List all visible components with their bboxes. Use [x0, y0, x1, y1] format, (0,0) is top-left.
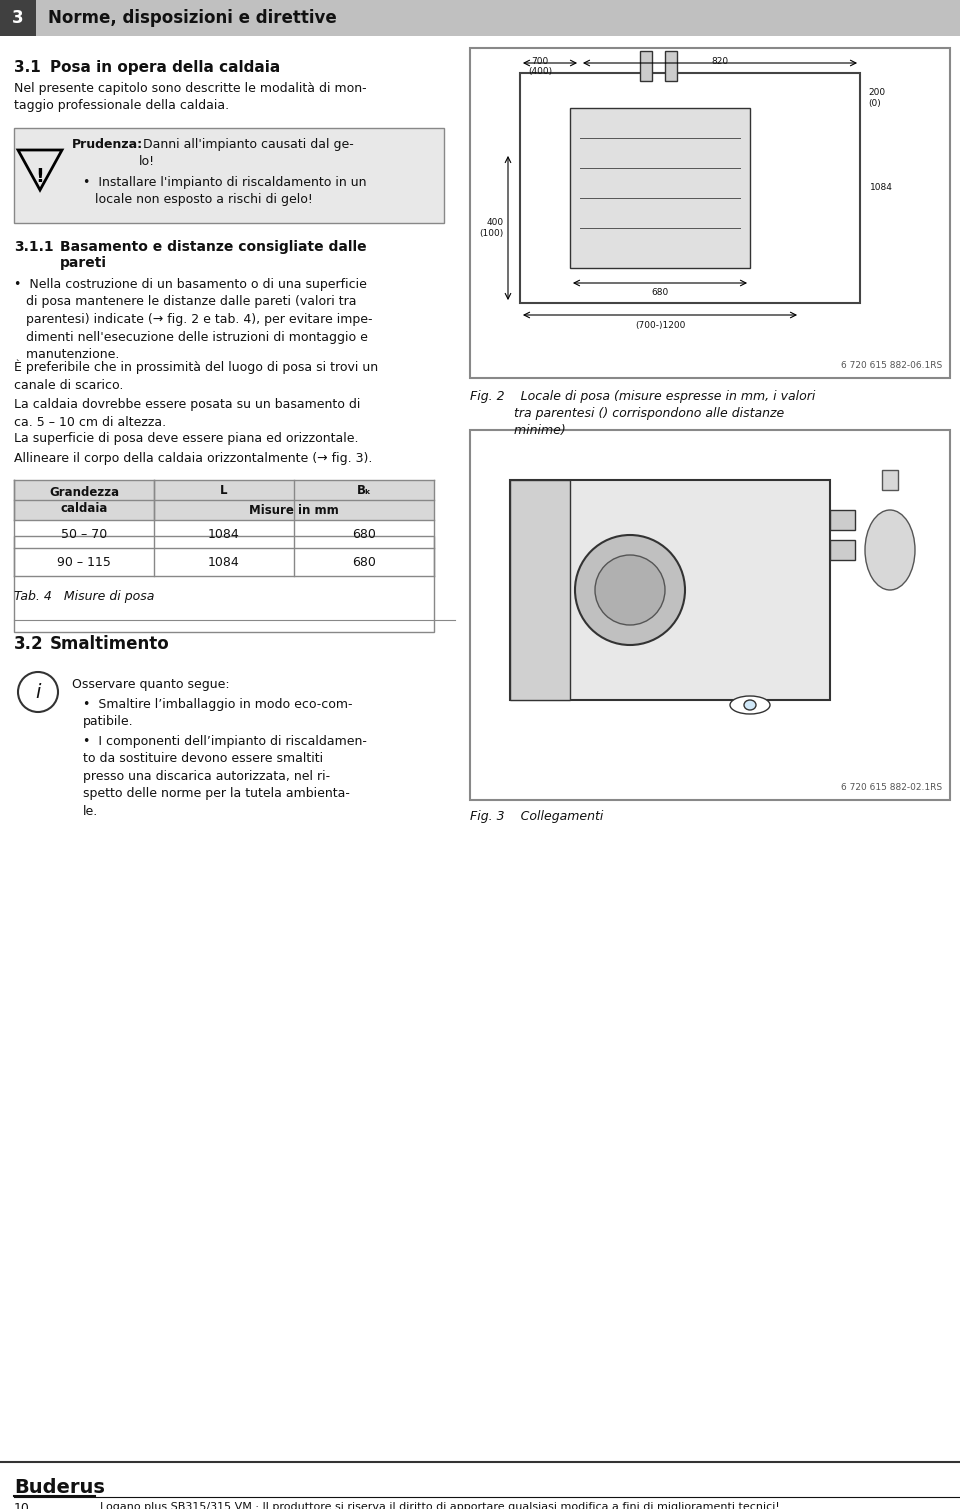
- Text: •  Nella costruzione di un basamento o di una superficie
   di posa mantenere le: • Nella costruzione di un basamento o di…: [14, 278, 372, 361]
- Bar: [14, 480, 434, 521]
- Text: Tab. 4   Misure di posa: Tab. 4 Misure di posa: [14, 590, 155, 604]
- Bar: [640, 51, 652, 81]
- Text: •  I componenti dell’impianto di riscaldamen-
to da sostituire devono essere sma: • I componenti dell’impianto di riscalda…: [83, 735, 367, 818]
- Text: Smaltimento: Smaltimento: [50, 635, 170, 653]
- Text: pareti: pareti: [60, 257, 107, 270]
- Text: La superficie di posa deve essere piana ed orizzontale.: La superficie di posa deve essere piana …: [14, 432, 358, 445]
- Bar: [510, 480, 570, 700]
- Text: !: !: [36, 166, 44, 186]
- Text: 820: 820: [711, 57, 729, 66]
- Text: 400
(100): 400 (100): [480, 219, 504, 238]
- Bar: [510, 480, 830, 700]
- Text: •  Installare l'impianto di riscaldamento in un
   locale non esposto a rischi d: • Installare l'impianto di riscaldamento…: [83, 177, 367, 207]
- Text: Fig. 3    Collegamenti: Fig. 3 Collegamenti: [470, 810, 604, 822]
- Ellipse shape: [865, 510, 915, 590]
- Text: 6 720 615 882-06.1RS: 6 720 615 882-06.1RS: [841, 361, 942, 370]
- Text: Nel presente capitolo sono descritte le modalità di mon-
taggio professionale de: Nel presente capitolo sono descritte le …: [14, 81, 367, 112]
- Text: 1084: 1084: [208, 528, 240, 540]
- Text: Fig. 2    Locale di posa (misure espresse in mm, i valori
           tra parente: Fig. 2 Locale di posa (misure espresse i…: [470, 389, 815, 438]
- Bar: [665, 51, 677, 81]
- Bar: [570, 109, 750, 269]
- Text: 3.1: 3.1: [14, 60, 40, 75]
- Circle shape: [575, 536, 685, 644]
- Text: Norme, disposizioni e direttive: Norme, disposizioni e direttive: [48, 9, 337, 27]
- Text: 700
(400): 700 (400): [528, 57, 552, 77]
- Text: Prudenza:: Prudenza:: [72, 137, 143, 151]
- Text: 680: 680: [352, 528, 376, 540]
- FancyBboxPatch shape: [470, 430, 950, 800]
- Text: Basamento e distanze consigliate dalle: Basamento e distanze consigliate dalle: [60, 240, 367, 254]
- FancyBboxPatch shape: [0, 0, 960, 36]
- Text: Grandezza
caldaia: Grandezza caldaia: [49, 486, 119, 515]
- Text: 200
(0): 200 (0): [868, 89, 885, 107]
- Text: 10: 10: [14, 1501, 30, 1509]
- Text: 680: 680: [352, 555, 376, 569]
- FancyBboxPatch shape: [14, 670, 454, 856]
- Circle shape: [18, 672, 58, 712]
- Text: 3.2: 3.2: [14, 635, 43, 653]
- Text: 6 720 615 882-02.1RS: 6 720 615 882-02.1RS: [841, 783, 942, 792]
- FancyBboxPatch shape: [14, 128, 444, 223]
- Text: (700-)1200: (700-)1200: [635, 321, 685, 330]
- FancyBboxPatch shape: [0, 0, 36, 36]
- Text: 3.1.1: 3.1.1: [14, 240, 54, 254]
- Circle shape: [595, 555, 665, 625]
- Bar: [154, 480, 434, 499]
- FancyBboxPatch shape: [470, 48, 950, 377]
- Text: Logano plus SB315/315 VM · Il produttore si riserva il diritto di apportare qual: Logano plus SB315/315 VM · Il produttore…: [100, 1501, 780, 1509]
- Text: 50 – 70: 50 – 70: [60, 528, 108, 540]
- Text: Bₖ: Bₖ: [356, 483, 372, 496]
- Text: 3: 3: [12, 9, 24, 27]
- Text: Posa in opera della caldaia: Posa in opera della caldaia: [50, 60, 280, 75]
- Text: 1084: 1084: [208, 555, 240, 569]
- Text: È preferibile che in prossimità del luogo di posa si trovi un
canale di scarico.: È preferibile che in prossimità del luog…: [14, 361, 378, 392]
- Text: Misure in mm: Misure in mm: [250, 504, 339, 516]
- Text: 1084: 1084: [870, 184, 893, 193]
- Text: 90 – 115: 90 – 115: [57, 555, 111, 569]
- Text: Osservare quanto segue:: Osservare quanto segue:: [72, 678, 229, 691]
- Text: La caldaia dovrebbe essere posata su un basamento di
ca. 5 – 10 cm di altezza.: La caldaia dovrebbe essere posata su un …: [14, 398, 360, 429]
- Text: i: i: [36, 682, 40, 702]
- Bar: [520, 72, 860, 303]
- Text: Buderus: Buderus: [14, 1477, 105, 1497]
- Text: Allineare il corpo della caldaia orizzontalmente (→ fig. 3).: Allineare il corpo della caldaia orizzon…: [14, 453, 372, 465]
- Text: Danni all'impianto causati dal ge-
lo!: Danni all'impianto causati dal ge- lo!: [139, 137, 353, 167]
- Bar: [830, 540, 855, 560]
- Bar: [830, 510, 855, 530]
- Text: 680: 680: [652, 288, 668, 297]
- Ellipse shape: [730, 696, 770, 714]
- Ellipse shape: [744, 700, 756, 711]
- Text: •  Smaltire l’imballaggio in modo eco-com-
patibile.: • Smaltire l’imballaggio in modo eco-com…: [83, 699, 352, 729]
- FancyBboxPatch shape: [14, 536, 434, 632]
- Bar: [882, 469, 898, 490]
- Text: L: L: [220, 483, 228, 496]
